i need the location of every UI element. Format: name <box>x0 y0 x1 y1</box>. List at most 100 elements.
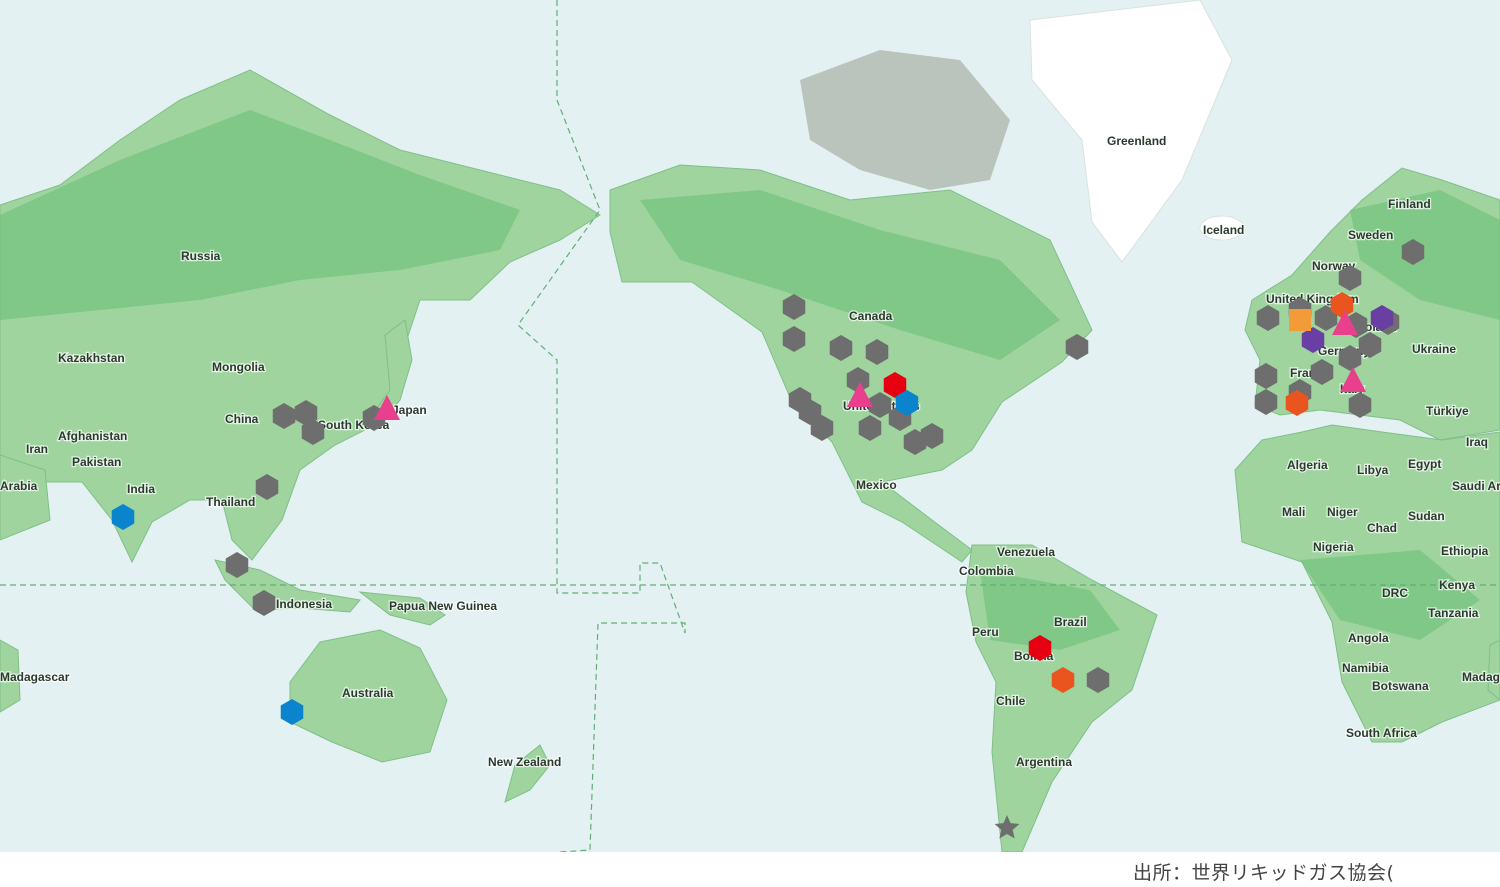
country-label: Iraq <box>1466 435 1488 449</box>
hexagon-marker-gray[interactable] <box>1065 334 1089 360</box>
hexagon-marker-blue[interactable] <box>280 699 304 725</box>
country-label: Türkiye <box>1426 404 1469 418</box>
country-label: Angola <box>1348 631 1389 645</box>
country-label: Sudan <box>1408 509 1445 523</box>
hexagon-marker-gray[interactable] <box>1310 359 1334 385</box>
hexagon-marker-gray[interactable] <box>829 335 853 361</box>
hexagon-marker-gray[interactable] <box>798 399 822 425</box>
country-label: Ethiopia <box>1441 544 1489 558</box>
hexagon-marker-orange[interactable] <box>1285 390 1309 416</box>
world-map[interactable]: GreenlandIcelandFinlandSwedenNorwayUnite… <box>0 0 1500 852</box>
hexagon-marker-blue[interactable] <box>111 504 135 530</box>
land-australia <box>289 629 448 763</box>
facility-markers <box>111 239 1425 839</box>
hexagon-marker-gray[interactable] <box>1348 392 1372 418</box>
country-label: Botswana <box>1372 679 1429 693</box>
country-label: Brazil <box>1054 615 1087 629</box>
hexagon-marker-gray[interactable] <box>1401 239 1425 265</box>
hexagon-marker-purple[interactable] <box>1370 305 1394 331</box>
country-label: Egypt <box>1408 457 1441 471</box>
hexagon-marker-gray[interactable] <box>255 474 279 500</box>
country-label: Algeria <box>1287 458 1328 472</box>
country-label: Madagascar <box>0 670 70 684</box>
hexagon-marker-gray[interactable] <box>846 367 870 393</box>
triangle-marker-pink[interactable] <box>1340 367 1366 392</box>
star-marker-gray[interactable] <box>994 815 1020 839</box>
hexagon-marker-gray[interactable] <box>868 392 892 418</box>
country-label: Pakistan <box>72 455 121 469</box>
hexagon-marker-gray[interactable] <box>1338 345 1362 371</box>
country-label: Tanzania <box>1428 606 1479 620</box>
hexagon-marker-red[interactable] <box>883 372 907 398</box>
hexagon-marker-gray[interactable] <box>903 429 927 455</box>
hexagon-marker-gray[interactable] <box>782 326 806 352</box>
country-label: Japan <box>392 403 427 417</box>
hexagon-marker-gray[interactable] <box>1086 667 1110 693</box>
hexagon-marker-red[interactable] <box>1028 635 1052 661</box>
hexagon-marker-orange[interactable] <box>1330 292 1354 318</box>
hexagon-marker-gray[interactable] <box>1338 265 1362 291</box>
hexagon-marker-gray[interactable] <box>858 415 882 441</box>
country-label: Mexico <box>856 478 897 492</box>
land-iceland <box>1199 215 1245 241</box>
triangle-marker-pink[interactable] <box>374 395 400 420</box>
country-label: Saudi Arabia <box>1452 479 1500 493</box>
country-label: Thailand <box>206 495 255 509</box>
country-label: Chad <box>1367 521 1397 535</box>
land-madagascar-right <box>1487 639 1500 701</box>
forest-shading <box>0 110 1500 650</box>
country-label: Australia <box>342 686 394 700</box>
country-label: Afghanistan <box>58 429 127 443</box>
land-indonesia <box>214 559 361 613</box>
land-arctic-islands <box>800 50 1010 190</box>
country-label: Mali <box>1282 505 1305 519</box>
land-new-zealand <box>504 744 551 803</box>
land-madagascar-left <box>0 639 21 713</box>
hexagon-marker-gray[interactable] <box>252 590 276 616</box>
hexagon-marker-blue[interactable] <box>895 390 919 416</box>
date-line <box>517 0 686 852</box>
country-label: New Zealand <box>488 755 561 769</box>
country-label: Papua New Guinea <box>389 599 497 613</box>
country-label: Ukraine <box>1412 342 1456 356</box>
country-label: Mongolia <box>212 360 265 374</box>
hexagon-marker-gray[interactable] <box>225 552 249 578</box>
country-label: India <box>127 482 155 496</box>
country-label: Kenya <box>1439 578 1475 592</box>
hexagon-marker-gray[interactable] <box>1254 389 1278 415</box>
hexagon-marker-gray[interactable] <box>782 294 806 320</box>
hexagon-marker-gray[interactable] <box>1256 305 1280 331</box>
country-label: Canada <box>849 309 893 323</box>
triangle-marker-pink[interactable] <box>847 382 873 407</box>
country-label: Argentina <box>1016 755 1072 769</box>
boundary-lines <box>0 0 1500 852</box>
hexagon-marker-orange[interactable] <box>1051 667 1075 693</box>
country-labels: GreenlandIcelandFinlandSwedenNorwayUnite… <box>0 133 1500 771</box>
hexagon-marker-gray[interactable] <box>1254 363 1278 389</box>
country-label: Indonesia <box>276 597 332 611</box>
hexagon-marker-gray[interactable] <box>810 415 834 441</box>
triangle-marker-pink[interactable] <box>1332 310 1358 335</box>
country-label: Greenland <box>1107 134 1166 148</box>
hexagon-marker-gray[interactable] <box>920 423 944 449</box>
country-label: China <box>225 412 259 426</box>
hexagon-marker-gray[interactable] <box>1358 332 1382 358</box>
land-png <box>358 591 446 626</box>
hexagon-marker-gray[interactable] <box>301 419 325 445</box>
land-greenland <box>1029 0 1233 263</box>
hexagon-marker-gray[interactable] <box>865 339 889 365</box>
source-caption: 出所：世界リキッドガス協会( <box>1133 862 1395 884</box>
square-marker-amber[interactable] <box>1289 309 1311 331</box>
land-arabia-left <box>0 454 51 541</box>
country-label: Namibia <box>1342 661 1389 675</box>
hexagon-marker-purple[interactable] <box>1301 327 1325 353</box>
country-label: Libya <box>1357 463 1389 477</box>
hexagon-marker-gray[interactable] <box>294 400 318 426</box>
country-label: Madagascar <box>1462 670 1500 684</box>
country-label: South Africa <box>1346 726 1417 740</box>
hexagon-marker-gray[interactable] <box>272 403 296 429</box>
country-label: Chile <box>996 694 1026 708</box>
country-label: Colombia <box>959 564 1014 578</box>
country-label: Niger <box>1327 505 1358 519</box>
country-label: Kazakhstan <box>58 351 125 365</box>
